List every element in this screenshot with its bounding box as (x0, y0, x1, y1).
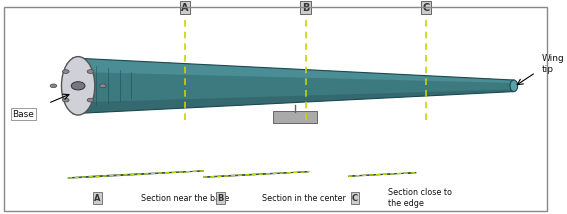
Text: B: B (302, 3, 309, 13)
Text: Base: Base (12, 110, 34, 119)
Ellipse shape (71, 82, 85, 90)
Polygon shape (73, 89, 514, 114)
Ellipse shape (61, 56, 95, 115)
Ellipse shape (62, 70, 69, 73)
Polygon shape (73, 58, 514, 114)
Text: A: A (94, 194, 100, 203)
Text: Section near the base: Section near the base (141, 194, 230, 203)
Text: Wing
tip: Wing tip (541, 55, 564, 74)
FancyBboxPatch shape (273, 111, 316, 123)
Text: C: C (352, 194, 358, 203)
Ellipse shape (87, 98, 94, 102)
Text: C: C (422, 3, 430, 13)
Ellipse shape (50, 84, 57, 88)
Text: Section close to
the edge: Section close to the edge (388, 189, 452, 208)
Polygon shape (73, 58, 514, 83)
Text: Section in the center: Section in the center (262, 194, 346, 203)
Polygon shape (204, 172, 309, 177)
Ellipse shape (87, 70, 94, 73)
Ellipse shape (510, 80, 518, 92)
Polygon shape (68, 171, 204, 178)
Ellipse shape (99, 84, 106, 88)
Ellipse shape (62, 98, 69, 102)
Text: A: A (181, 3, 189, 13)
Polygon shape (348, 173, 416, 176)
Text: B: B (217, 194, 224, 203)
